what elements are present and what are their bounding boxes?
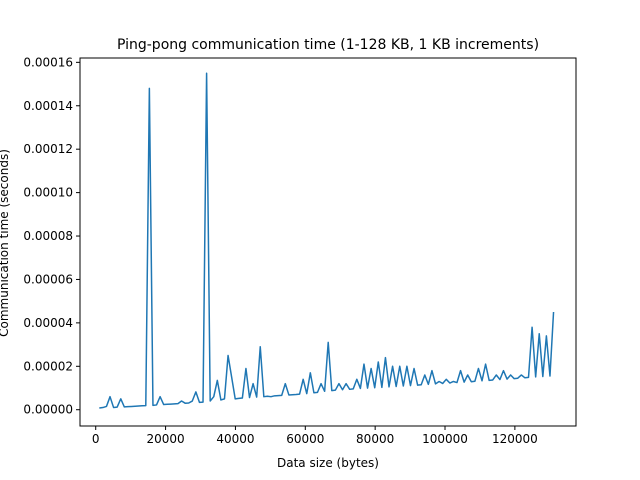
x-axis-label: Data size (bytes) <box>277 456 379 470</box>
axes-frame <box>79 57 577 427</box>
x-tick-label: 20000 <box>146 432 184 446</box>
y-tick-label: 0.00016 <box>23 55 73 69</box>
x-tick-label: 80000 <box>356 432 394 446</box>
x-tick-label: 0 <box>92 432 100 446</box>
series-line <box>99 72 555 409</box>
y-tick-label: 0.00004 <box>23 316 73 330</box>
y-tick-label: 0.00010 <box>23 186 73 200</box>
y-axis: 0.00000 0.00002 0.00004 0.00006 0.00008 0.000… <box>23 55 80 417</box>
y-tick-label: 0.00012 <box>23 142 73 156</box>
x-tick-label: 100000 <box>422 432 468 446</box>
chart-title: Ping-pong communication time (1-128 KB, … <box>117 37 539 53</box>
y-tick-label: 0.00014 <box>23 99 73 113</box>
y-tick-label: 0.00006 <box>23 272 73 286</box>
x-tick-label: 40000 <box>216 432 254 446</box>
y-tick-label: 0.00002 <box>23 359 73 373</box>
y-tick-label: 0.00008 <box>23 229 73 243</box>
x-axis: 0 20000 40000 60000 80000 100000 120000 <box>92 426 538 446</box>
x-tick-label: 60000 <box>286 432 324 446</box>
y-axis-label: Communication time (seconds) <box>0 149 11 337</box>
y-tick-label: 0.00000 <box>23 403 73 417</box>
x-tick-label: 120000 <box>492 432 538 446</box>
plot-area <box>79 57 577 427</box>
